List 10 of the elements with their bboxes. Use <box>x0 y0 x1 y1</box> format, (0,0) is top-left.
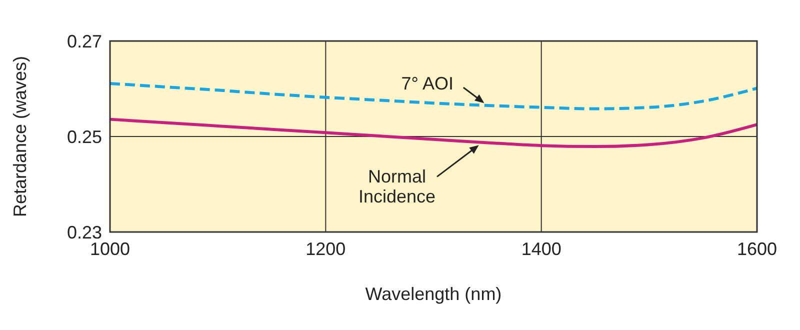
annotation: Normal Incidence <box>358 166 436 207</box>
y-axis-title: Retardance (waves) <box>10 56 30 218</box>
y-tick-label: 0.27 <box>66 31 102 52</box>
y-tick-label: 0.25 <box>66 126 102 147</box>
x-tick-label: 1600 <box>736 238 778 259</box>
annotation: 7° AOI <box>401 73 454 94</box>
x-tick-label: 1200 <box>306 238 346 259</box>
x-axis-title: Wavelength (nm) <box>365 284 502 304</box>
line-series <box>108 118 758 148</box>
x-tick-label: 1400 <box>521 238 562 259</box>
